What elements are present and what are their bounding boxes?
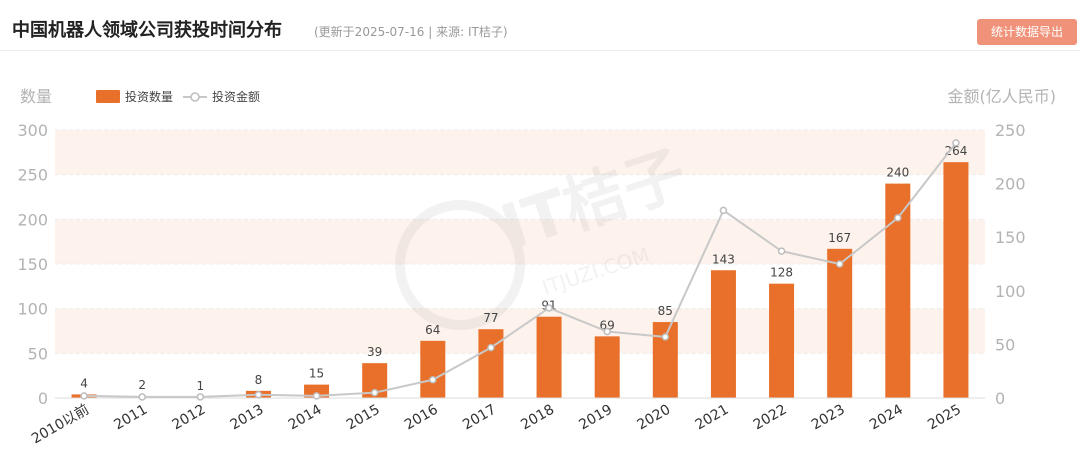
bar-value-label: 264	[944, 144, 967, 158]
bar-value-label: 64	[425, 323, 440, 337]
amount-point	[312, 392, 321, 400]
amount-point	[138, 393, 146, 401]
x-tick-label: 2011	[111, 402, 150, 434]
x-tick-label: 2025	[925, 402, 964, 434]
y-right-axis-label: 金额(亿人民币)	[948, 87, 1057, 106]
x-tick-label: 2013	[228, 402, 267, 434]
legend-label-count: 投资数量	[125, 89, 173, 104]
watermark-logo-icon	[395, 200, 525, 330]
bar	[420, 340, 446, 398]
background-band	[55, 130, 985, 175]
y-left-tick-label: 200	[17, 210, 48, 229]
x-tick-label: 2021	[693, 402, 732, 434]
y-left-tick-label: 50	[28, 344, 48, 363]
bar-value-label: 69	[600, 318, 615, 332]
bar-value-label: 39	[367, 345, 382, 359]
bar	[594, 336, 620, 398]
amount-point	[196, 393, 205, 401]
x-tick-label: 2020	[634, 402, 673, 434]
bar-value-label: 143	[712, 252, 735, 266]
amount-point	[952, 139, 960, 147]
legend-bar-swatch	[96, 90, 120, 103]
x-tick-label: 2017	[460, 402, 499, 434]
y-left-axis-label: 数量	[20, 87, 52, 106]
amount-point	[370, 388, 379, 397]
bar-value-label: 15	[309, 367, 324, 381]
amount-point	[603, 327, 611, 336]
bar-value-label: 85	[658, 304, 673, 318]
bar	[827, 248, 853, 398]
amount-point	[487, 343, 495, 352]
amount-line	[84, 142, 957, 398]
bar-value-label: 77	[483, 311, 498, 325]
x-tick-label: 2019	[576, 402, 615, 434]
y-right-tick-label: 250	[995, 121, 1026, 140]
y-right-tick-label: 0	[995, 389, 1005, 408]
update-source-info: (更新于2025-07-16 | 来源: IT桔子)	[314, 25, 508, 39]
x-tick-label: 2018	[518, 402, 557, 434]
legend-label-amount: 投资金额	[212, 89, 260, 104]
bar-value-label: 240	[886, 166, 909, 180]
bar-value-label: 128	[770, 266, 793, 280]
y-left-tick-label: 0	[38, 389, 48, 408]
bar	[769, 283, 795, 398]
y-left-tick-label: 100	[17, 300, 48, 319]
y-left-tick-label: 300	[17, 121, 48, 140]
bar-value-label: 167	[828, 231, 851, 245]
y-right-tick-label: 150	[995, 228, 1026, 247]
amount-point	[661, 333, 670, 341]
amount-point	[545, 304, 553, 312]
y-right-tick-label: 100	[995, 282, 1026, 301]
bar-value-label: 2	[138, 378, 146, 392]
legend-line-marker	[190, 92, 200, 102]
header: 中国机器人领域公司获投时间分布 (更新于2025-07-16 | 来源: IT桔…	[0, 0, 1080, 51]
bar-value-label: 1	[196, 379, 204, 393]
amount-point	[719, 206, 728, 215]
y-right-tick-label: 200	[995, 175, 1026, 194]
x-tick-label: 2016	[402, 402, 441, 434]
amount-point	[429, 376, 437, 384]
amount-point	[835, 260, 844, 268]
bar	[536, 316, 562, 398]
amount-point	[80, 392, 88, 400]
bar-value-label: 4	[80, 376, 88, 390]
x-tick-label: 2022	[751, 402, 790, 434]
export-data-button[interactable]: 统计数据导出	[977, 19, 1077, 45]
y-left-tick-label: 250	[17, 166, 48, 185]
bar	[478, 329, 504, 398]
x-tick-label: 2015	[344, 402, 383, 434]
x-tick-label: 2012	[169, 402, 208, 434]
y-left-tick-label: 150	[17, 255, 48, 274]
x-tick-label: 2014	[286, 402, 325, 434]
page-title: 中国机器人领域公司获投时间分布	[12, 20, 282, 41]
amount-point	[777, 247, 786, 255]
y-right-tick-label: 50	[995, 335, 1015, 354]
bar-value-label: 8	[255, 373, 263, 387]
bar	[710, 270, 736, 398]
bar	[943, 162, 969, 398]
x-tick-label: 2024	[867, 402, 906, 434]
x-tick-label: 2023	[809, 402, 848, 434]
amount-point	[254, 391, 263, 399]
amount-point	[894, 214, 902, 222]
